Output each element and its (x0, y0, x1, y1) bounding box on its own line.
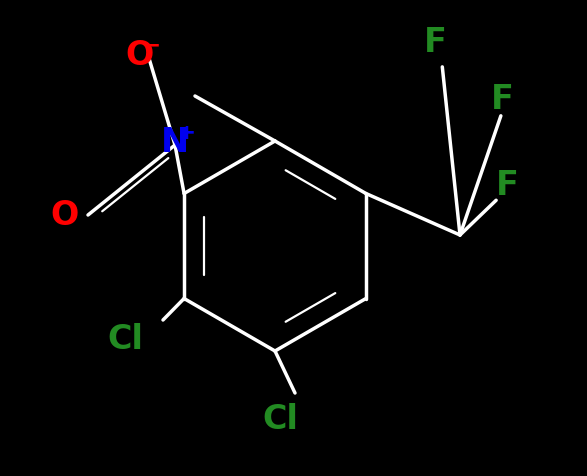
Text: O: O (50, 198, 79, 232)
Text: F: F (491, 83, 513, 117)
Text: Cl: Cl (107, 323, 143, 357)
Text: O: O (126, 39, 154, 72)
Text: F: F (497, 169, 519, 202)
Text: Cl: Cl (262, 403, 298, 436)
Text: N: N (161, 126, 189, 159)
Text: F: F (424, 26, 446, 60)
Text: +: + (178, 123, 196, 143)
Text: −: − (143, 35, 161, 55)
